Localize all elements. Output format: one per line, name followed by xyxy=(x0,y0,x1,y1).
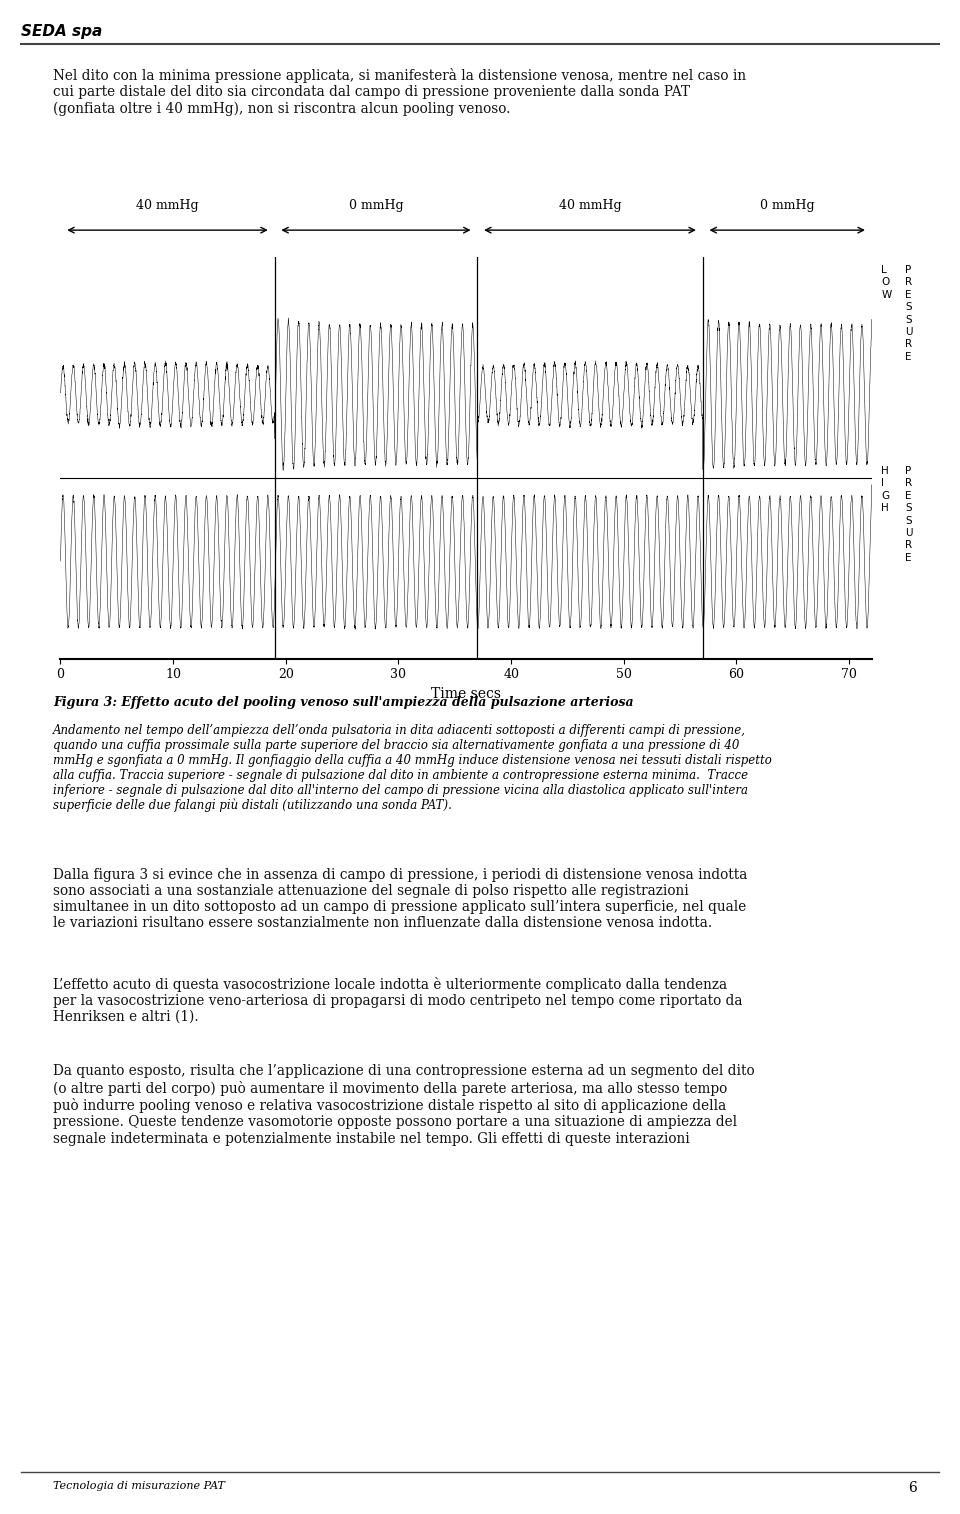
Text: Dalla figura 3 si evince che in assenza di campo di pressione, i periodi di dist: Dalla figura 3 si evince che in assenza … xyxy=(53,868,747,930)
X-axis label: Time secs: Time secs xyxy=(431,687,501,701)
Text: L
O
W: L O W xyxy=(881,265,892,300)
Text: H
I
G
H: H I G H xyxy=(881,466,889,513)
Text: 40 mmHg: 40 mmHg xyxy=(136,198,199,212)
Text: Figura 3: Effetto acuto del pooling venoso sull'ampiezza della pulsazione arteri: Figura 3: Effetto acuto del pooling veno… xyxy=(53,696,634,710)
Text: L’effetto acuto di questa vasocostrizione locale indotta è ulteriormente complic: L’effetto acuto di questa vasocostrizion… xyxy=(53,977,742,1023)
Text: P
R
E
S
S
U
R
E: P R E S S U R E xyxy=(905,265,913,362)
Text: 0 mmHg: 0 mmHg xyxy=(348,198,403,212)
Text: P
R
E
S
S
U
R
E: P R E S S U R E xyxy=(905,466,913,563)
Text: 6: 6 xyxy=(908,1481,917,1494)
Text: 40 mmHg: 40 mmHg xyxy=(559,198,621,212)
Text: Andamento nel tempo dell’ampiezza dell’onda pulsatoria in dita adiacenti sottopo: Andamento nel tempo dell’ampiezza dell’o… xyxy=(53,724,772,813)
Text: SEDA spa: SEDA spa xyxy=(21,24,103,39)
Text: Nel dito con la minima pressione applicata, si manifesterà la distensione venosa: Nel dito con la minima pressione applica… xyxy=(53,68,746,117)
Text: Tecnologia di misurazione PAT: Tecnologia di misurazione PAT xyxy=(53,1481,225,1491)
Text: 0 mmHg: 0 mmHg xyxy=(760,198,814,212)
Text: Da quanto esposto, risulta che l’applicazione di una contropressione esterna ad : Da quanto esposto, risulta che l’applica… xyxy=(53,1064,755,1146)
